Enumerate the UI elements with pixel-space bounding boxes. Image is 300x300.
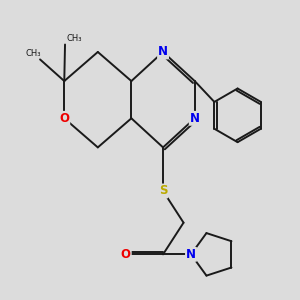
Text: N: N bbox=[158, 46, 168, 59]
Text: CH₃: CH₃ bbox=[67, 34, 83, 43]
Text: CH₃: CH₃ bbox=[26, 49, 41, 58]
Text: O: O bbox=[59, 112, 69, 125]
Text: N: N bbox=[186, 248, 196, 261]
Text: S: S bbox=[159, 184, 167, 197]
Text: N: N bbox=[190, 112, 200, 125]
Text: O: O bbox=[121, 248, 131, 261]
